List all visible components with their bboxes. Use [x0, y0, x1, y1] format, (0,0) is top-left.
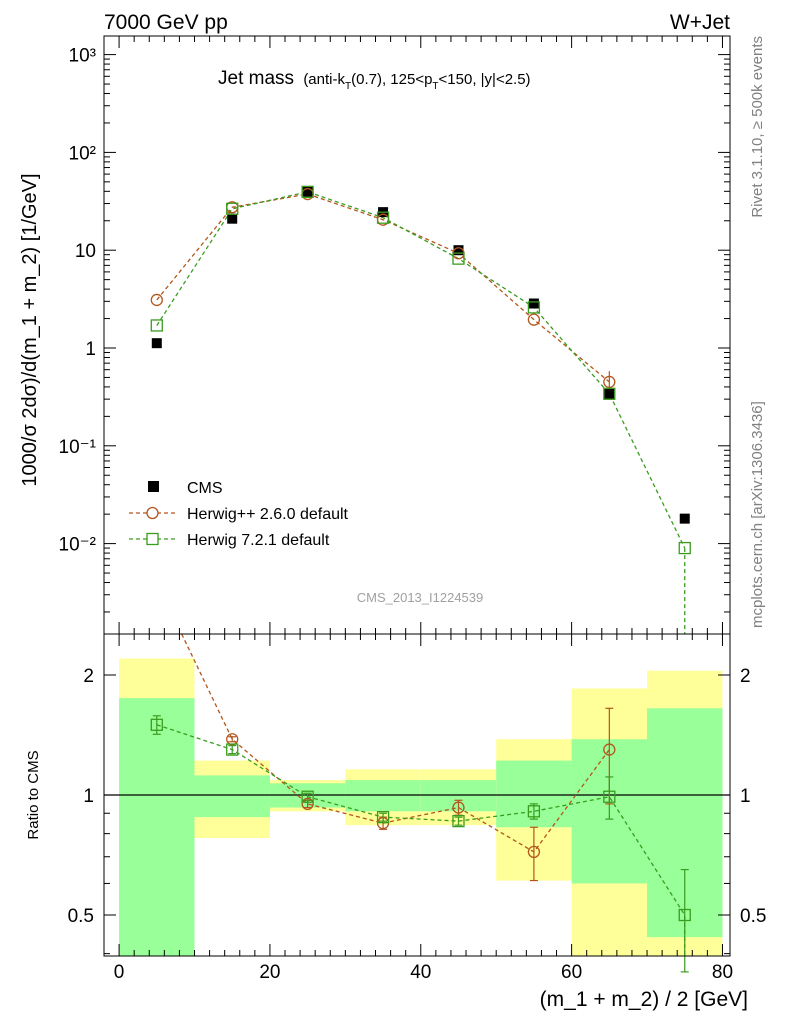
ratio-herwigpp-point [603, 743, 616, 756]
cms-point [453, 245, 464, 256]
ratio-frame [103, 633, 731, 957]
process-label: W+Jet [670, 11, 730, 34]
legend-label-herwigpp: Herwig++ 2.6.0 default [187, 506, 349, 523]
ratio-herwigpp-point [226, 733, 239, 746]
ratio-y-axis-label: Ratio to CMS [25, 750, 42, 839]
ratio-herwigpp-point [452, 801, 465, 814]
ratio-herwig7-point [603, 790, 616, 803]
ratio-y-tick-label: 1 [83, 786, 94, 807]
legend-marker-herwigpp [146, 506, 159, 520]
legend-label-cms: CMS [187, 480, 223, 497]
ratio-y-tick-label: 1 [740, 786, 751, 807]
ratio-y-tick-label: 2 [83, 666, 94, 687]
ratio-herwig7-point [226, 743, 239, 756]
main-title-sub-t: T [345, 81, 351, 92]
cms-point [604, 388, 615, 399]
ratio-y-tick-label: 2 [740, 666, 751, 687]
legend-marker-herwig7 [146, 532, 159, 546]
rivet-side-label: Rivet 3.1.10, ≥ 500k events [749, 36, 766, 218]
herwig7-point [150, 319, 163, 332]
x-tick-label: 60 [561, 962, 582, 983]
source-side-label: mcplots.cern.ch [arXiv:1306.3436] [749, 401, 766, 628]
ratio-y-tick-label: 0.5 [68, 906, 94, 927]
main-title-sub-t2: T [432, 81, 438, 92]
legend-label-herwig7: Herwig 7.2.1 default [187, 532, 330, 549]
energy-label: 7000 GeV pp [104, 11, 228, 34]
main-title-sub: (anti-k [303, 71, 345, 88]
herwig7-point [301, 185, 314, 199]
herwigpp-point [150, 293, 163, 307]
cms-point [302, 186, 313, 197]
ratio-band-stat [345, 780, 421, 812]
ratio-band-stat [194, 775, 270, 818]
ratio-herwig7-point [678, 908, 691, 922]
series-line-2 [156, 191, 686, 549]
herwigpp-point [603, 375, 616, 389]
herwig7-point [527, 301, 541, 314]
main-y-tick-label: 1 [85, 339, 96, 360]
main-title: Jet mass (anti-kT(0.7), 125<pT<150, |y|<… [218, 68, 531, 92]
ratio-herwig7-point [376, 810, 390, 824]
herwig7-point [452, 252, 465, 265]
ratio-herwigpp-point [527, 845, 541, 859]
herwig7-point [226, 202, 239, 215]
legend: CMS Herwig++ 2.6.0 default Herwig 7.2.1 … [129, 480, 349, 549]
main-y-tick-label: 10 [75, 241, 96, 262]
main-y-tick-label: 10² [69, 143, 96, 164]
x-tick-label: 40 [410, 962, 431, 983]
legend-marker-cms [148, 481, 159, 492]
cms-point [227, 213, 238, 224]
ratio-band-stat [119, 698, 195, 956]
ratio-herwigpp-point [301, 797, 314, 811]
herwig7-point [376, 211, 390, 224]
main-title-sub-end: <150, |y|<2.5) [439, 71, 531, 88]
ratio-y-tick-label: 0.5 [740, 906, 766, 927]
x-tick-label: 0 [114, 962, 125, 983]
x-tick-label: 20 [259, 962, 280, 983]
ratio-panel: 0.5 0.51 12 20 20 40 60 80 Ratio to CMS (m_1 + … [25, 633, 766, 1011]
ratio-series-line-1 [156, 724, 686, 956]
cms-point [151, 338, 162, 349]
herwig7-point [678, 541, 691, 555]
cms-point [679, 513, 690, 524]
main-y-tick-label: 10⁻² [59, 535, 97, 556]
main-y-axis-label: 1000/σ 2dσ)/d(m_1 + m_2) [1/GeV] [19, 173, 41, 486]
herwigpp-point [527, 313, 541, 326]
main-y-tick-label: 10³ [69, 46, 96, 67]
x-axis-label: (m_1 + m_2) / 2 [GeV] [540, 988, 748, 1011]
x-tick-label: 80 [712, 962, 733, 983]
main-y-tick-label: 10⁻¹ [59, 437, 97, 458]
cms-point [528, 298, 539, 309]
ratio-herwig7-point [452, 814, 465, 828]
analysis-id-label: CMS_2013_I1224539 [357, 590, 484, 605]
ratio-herwig7-point [527, 805, 541, 818]
main-title-name: Jet mass [218, 68, 294, 89]
ratio-herwig7-point [301, 790, 314, 803]
herwig7-point [603, 387, 616, 400]
main-title-sub-mid: (0.7), 125<p [351, 71, 432, 88]
ratio-herwig7-point [150, 718, 163, 731]
series-line-1 [156, 193, 610, 383]
